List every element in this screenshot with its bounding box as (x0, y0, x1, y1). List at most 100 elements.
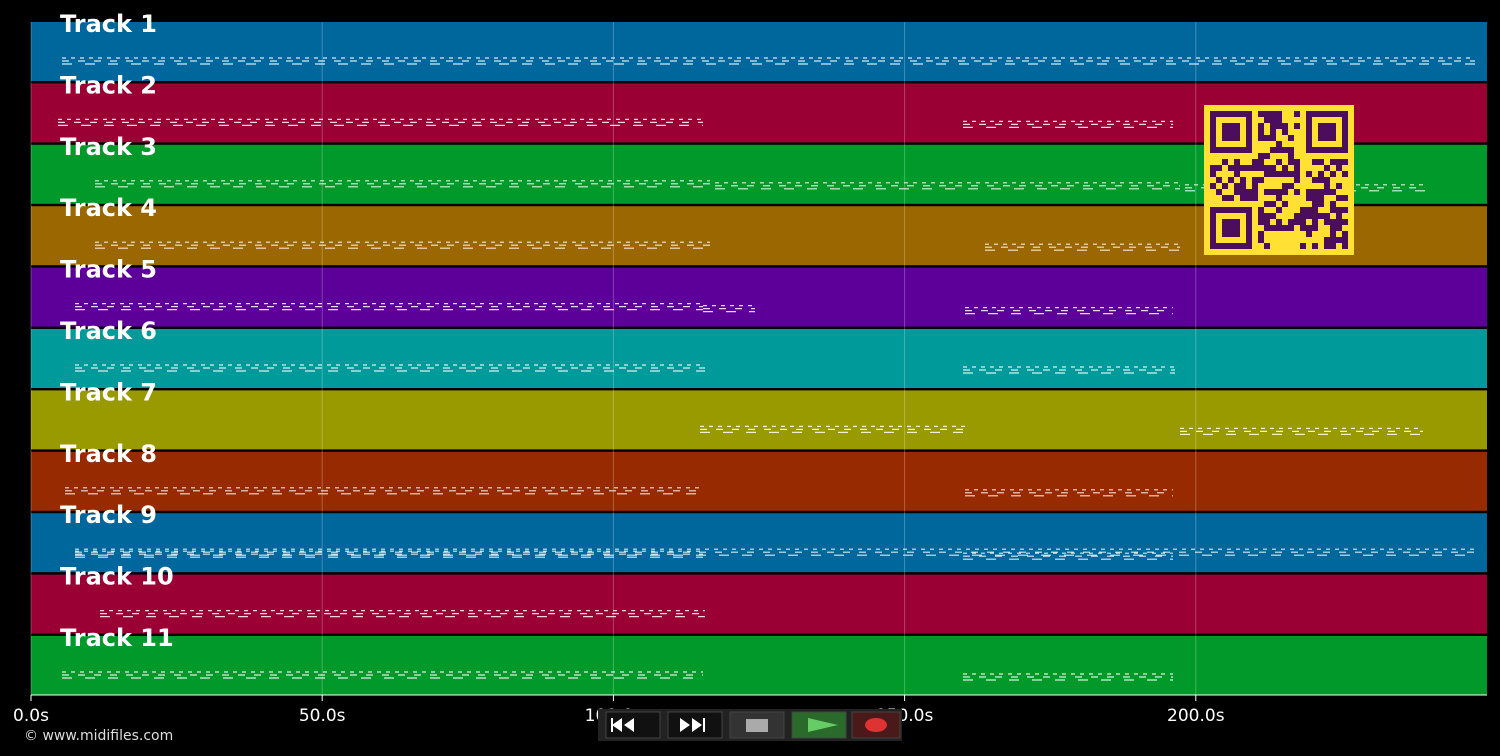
grid (30, 22, 1197, 695)
qr-module (1294, 189, 1300, 195)
qr-module (1318, 195, 1324, 201)
qr-module (1258, 207, 1264, 213)
qr-module (1276, 159, 1282, 165)
qr-module (1258, 153, 1264, 159)
qr-code (1204, 105, 1354, 255)
qr-module (1342, 219, 1348, 225)
qr-module (1258, 237, 1264, 243)
play-button[interactable] (791, 711, 847, 739)
qr-module (1270, 123, 1276, 129)
track-row (31, 574, 1487, 634)
qr-module (1330, 159, 1336, 165)
qr-module (1240, 195, 1246, 201)
qr-module (1294, 165, 1300, 171)
qr-module (1342, 243, 1348, 249)
qr-module (1330, 231, 1336, 237)
qr-module (1234, 159, 1240, 165)
qr-module (1300, 225, 1306, 231)
qr-module (1258, 123, 1264, 129)
track-labels: Track 1 Track 2 Track 3 Track 4 Track 5 Track… (60, 10, 174, 652)
rewind-button[interactable] (605, 711, 661, 739)
track-label: Track 8 (60, 440, 157, 468)
qr-module (1318, 213, 1324, 219)
qr-module (1306, 225, 1312, 231)
qr-module (1342, 231, 1348, 237)
qr-module (1228, 165, 1234, 171)
track-label: Track 6 (60, 317, 157, 345)
qr-module (1210, 165, 1216, 171)
qr-module (1330, 171, 1336, 177)
qr-module (1252, 165, 1258, 171)
qr-module (1258, 111, 1264, 117)
qr-module (1300, 243, 1306, 249)
qr-module (1264, 135, 1270, 141)
qr-module (1216, 189, 1222, 195)
qr-module (1294, 159, 1300, 165)
qr-module (1246, 195, 1252, 201)
qr-module (1222, 159, 1228, 165)
qr-module (1264, 117, 1270, 123)
track-label: Track 10 (60, 563, 174, 591)
qr-module (1264, 165, 1270, 171)
qr-module (1270, 111, 1276, 117)
qr-module (1240, 183, 1246, 189)
qr-module (1312, 207, 1318, 213)
track-row (31, 513, 1487, 573)
qr-module (1210, 183, 1216, 189)
qr-module (1276, 219, 1282, 225)
qr-module (1282, 225, 1288, 231)
qr-module (1282, 201, 1288, 207)
qr-module (1264, 225, 1270, 231)
qr-module (1288, 159, 1294, 165)
qr-module (1282, 147, 1288, 153)
qr-module (1318, 159, 1324, 165)
qr-module (1324, 237, 1330, 243)
qr-module (1276, 195, 1282, 201)
qr-module (1300, 207, 1306, 213)
qr-module (1264, 213, 1270, 219)
qr-module (1306, 231, 1312, 237)
qr-module (1270, 129, 1276, 135)
qr-module (1228, 177, 1234, 183)
copyright: © www.midifiles.com (24, 728, 173, 744)
qr-module (1312, 243, 1318, 249)
qr-module (1282, 165, 1288, 171)
qr-module (1306, 195, 1312, 201)
track-label: Track 4 (60, 194, 157, 222)
qr-module (1222, 183, 1228, 189)
qr-module (1252, 189, 1258, 195)
track-row (31, 329, 1487, 388)
track-row (31, 267, 1487, 327)
qr-module (1294, 219, 1300, 225)
qr-module (1270, 189, 1276, 195)
qr-module (1234, 171, 1240, 177)
qr-module (1258, 213, 1264, 219)
qr-module (1270, 225, 1276, 231)
qr-module (1270, 135, 1276, 141)
qr-module (1312, 219, 1318, 225)
track-row (31, 451, 1487, 511)
qr-module (1252, 177, 1258, 183)
track-label: Track 3 (60, 133, 157, 161)
qr-module (1306, 171, 1312, 177)
qr-module (1234, 189, 1240, 195)
qr-module (1330, 207, 1336, 213)
qr-module (1294, 171, 1300, 177)
qr-module (1318, 177, 1324, 183)
record-button[interactable] (851, 711, 901, 739)
qr-module (1240, 189, 1246, 195)
qr-module (1342, 195, 1348, 201)
qr-module (1288, 171, 1294, 177)
qr-module (1336, 225, 1342, 231)
qr-module (1312, 189, 1318, 195)
qr-finder (1318, 123, 1336, 141)
qr-module (1240, 177, 1246, 183)
forward-button[interactable] (667, 711, 723, 739)
notes (58, 57, 1475, 681)
qr-module (1312, 225, 1318, 231)
stop-button[interactable] (729, 711, 785, 739)
qr-finder (1222, 219, 1240, 237)
qr-module (1336, 183, 1342, 189)
qr-module (1330, 243, 1336, 249)
